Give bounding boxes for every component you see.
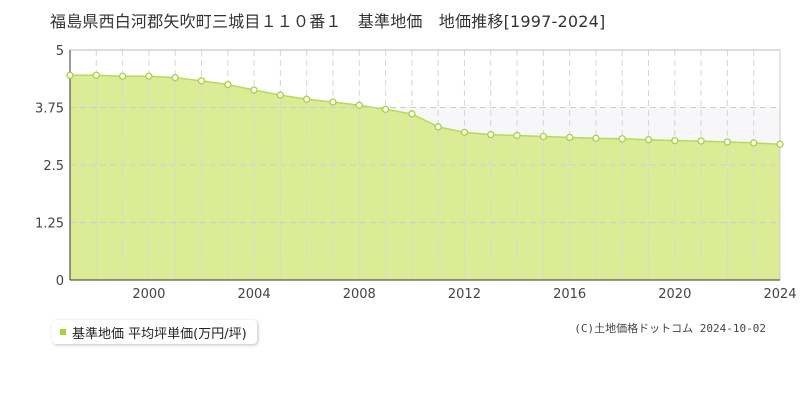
data-point-2008 bbox=[355, 101, 363, 109]
data-point-2003 bbox=[224, 80, 232, 89]
data-point-2010 bbox=[408, 110, 416, 118]
y-tick-label-0: 0 bbox=[56, 274, 64, 289]
data-point-1997 bbox=[66, 71, 74, 79]
data-point-2019 bbox=[644, 136, 653, 144]
x-tick-label-1: 2004 bbox=[238, 287, 271, 302]
data-point-2024 bbox=[776, 140, 784, 148]
data-point-2012 bbox=[460, 128, 469, 136]
series-area bbox=[70, 75, 780, 280]
y-tick-label-1: 1.25 bbox=[35, 217, 64, 232]
chart-title: 福島県西白河郡矢吹町三城目１１０番１ 基準地価 地価推移[1997-2024] bbox=[50, 12, 606, 31]
legend-swatch bbox=[60, 329, 66, 335]
x-tick-label-3: 2012 bbox=[448, 287, 481, 302]
y-tick-label-3: 3.75 bbox=[35, 102, 64, 117]
data-point-2005 bbox=[276, 91, 285, 99]
series-line bbox=[70, 74, 781, 146]
data-point-2004 bbox=[250, 86, 258, 94]
y-tick-label-4: 5 bbox=[56, 44, 64, 59]
data-point-2020 bbox=[671, 136, 679, 145]
data-point-2021 bbox=[697, 137, 705, 145]
data-point-2000 bbox=[145, 72, 153, 80]
data-point-2015 bbox=[539, 132, 547, 141]
data-point-2017 bbox=[592, 134, 600, 142]
data-point-2007 bbox=[329, 98, 337, 106]
x-tick-label-4: 2016 bbox=[553, 287, 586, 302]
copyright-credit: (C)土地価格ドットコム 2024-10-02 bbox=[574, 322, 766, 335]
data-point-2023 bbox=[750, 139, 758, 147]
x-tick-label-0: 2000 bbox=[132, 287, 165, 302]
data-point-1999 bbox=[118, 72, 127, 80]
data-point-2011 bbox=[434, 123, 442, 131]
y-tick-label-2: 2.5 bbox=[43, 159, 64, 174]
legend: 基準地価 平均坪単価(万円/坪) bbox=[52, 320, 257, 344]
data-point-2009 bbox=[381, 105, 390, 113]
data-point-2022 bbox=[723, 138, 732, 146]
data-point-2014 bbox=[513, 131, 521, 140]
x-tick-label-2: 2008 bbox=[343, 287, 376, 302]
data-point-2002 bbox=[197, 77, 206, 85]
x-tick-label-6: 2024 bbox=[763, 287, 796, 302]
legend-label: 基準地価 平均坪単価(万円/坪) bbox=[72, 326, 247, 342]
data-point-2013 bbox=[487, 130, 495, 139]
data-point-2001 bbox=[171, 73, 179, 82]
data-point-1998 bbox=[92, 71, 100, 79]
x-tick-label-5: 2020 bbox=[658, 287, 691, 302]
data-point-2016 bbox=[565, 133, 574, 142]
data-point-2018 bbox=[618, 135, 626, 143]
data-point-2006 bbox=[303, 95, 311, 103]
